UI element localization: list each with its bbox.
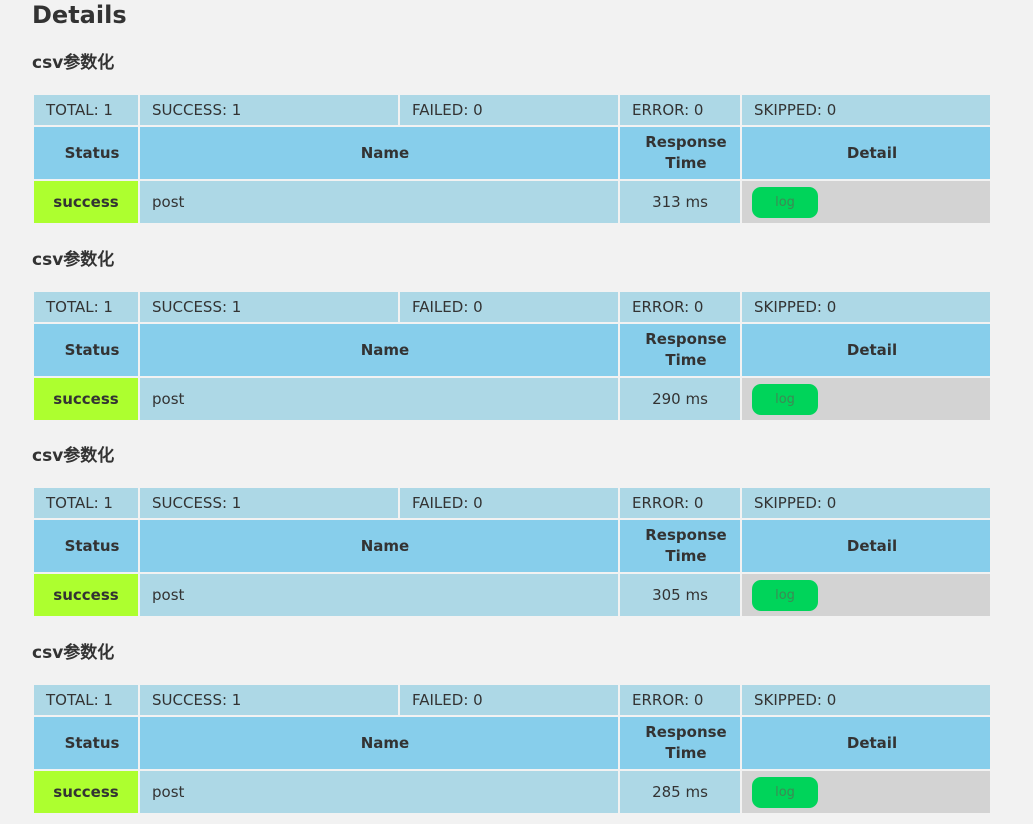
results-table: TOTAL: 1 SUCCESS: 1 FAILED: 0 ERROR: 0 S… bbox=[32, 93, 992, 225]
log-button[interactable]: log bbox=[752, 776, 818, 808]
detail-header: Detail bbox=[742, 520, 990, 572]
summary-row: TOTAL: 1 SUCCESS: 1 FAILED: 0 ERROR: 0 S… bbox=[34, 685, 990, 715]
status-badge: success bbox=[34, 378, 138, 420]
name-header: Name bbox=[140, 324, 618, 376]
test-name: post bbox=[140, 574, 618, 616]
test-section: csv参数化 TOTAL: 1 SUCCESS: 1 FAILED: 0 ERR… bbox=[0, 590, 1033, 813]
test-section: csv参数化 TOTAL: 1 SUCCESS: 1 FAILED: 0 ERR… bbox=[0, 0, 1033, 223]
failed-count: FAILED: 0 bbox=[400, 95, 618, 125]
detail-header: Detail bbox=[742, 127, 990, 179]
summary-row: TOTAL: 1 SUCCESS: 1 FAILED: 0 ERROR: 0 S… bbox=[34, 488, 990, 518]
status-header: Status bbox=[34, 520, 138, 572]
status-badge: success bbox=[34, 574, 138, 616]
test-name: post bbox=[140, 181, 618, 223]
test-name: post bbox=[140, 771, 618, 813]
name-header: Name bbox=[140, 127, 618, 179]
log-button[interactable]: log bbox=[752, 579, 818, 611]
summary-row: TOTAL: 1 SUCCESS: 1 FAILED: 0 ERROR: 0 S… bbox=[34, 292, 990, 322]
header-row: Status Name Response Time Detail bbox=[34, 127, 990, 179]
response-time-header: Response Time bbox=[620, 717, 740, 769]
test-name: post bbox=[140, 378, 618, 420]
detail-cell: log bbox=[742, 771, 990, 813]
response-time-header: Response Time bbox=[620, 127, 740, 179]
response-time: 313 ms bbox=[620, 181, 740, 223]
log-button[interactable]: log bbox=[752, 186, 818, 218]
status-header: Status bbox=[34, 717, 138, 769]
skipped-count: SKIPPED: 0 bbox=[742, 685, 990, 715]
success-count: SUCCESS: 1 bbox=[140, 292, 398, 322]
error-count: ERROR: 0 bbox=[620, 488, 740, 518]
log-button[interactable]: log bbox=[752, 383, 818, 415]
total-count: TOTAL: 1 bbox=[34, 685, 138, 715]
table-row: success post 305 ms log bbox=[34, 574, 990, 616]
header-row: Status Name Response Time Detail bbox=[34, 717, 990, 769]
total-count: TOTAL: 1 bbox=[34, 292, 138, 322]
section-title: csv参数化 bbox=[32, 53, 115, 73]
detail-cell: log bbox=[742, 574, 990, 616]
response-time-header: Response Time bbox=[620, 324, 740, 376]
section-title: csv参数化 bbox=[32, 446, 115, 466]
status-header: Status bbox=[34, 127, 138, 179]
response-time: 285 ms bbox=[620, 771, 740, 813]
error-count: ERROR: 0 bbox=[620, 292, 740, 322]
success-count: SUCCESS: 1 bbox=[140, 685, 398, 715]
error-count: ERROR: 0 bbox=[620, 95, 740, 125]
status-badge: success bbox=[34, 181, 138, 223]
failed-count: FAILED: 0 bbox=[400, 292, 618, 322]
success-count: SUCCESS: 1 bbox=[140, 95, 398, 125]
page-title: Details bbox=[32, 1, 127, 29]
name-header: Name bbox=[140, 717, 618, 769]
error-count: ERROR: 0 bbox=[620, 685, 740, 715]
detail-cell: log bbox=[742, 181, 990, 223]
total-count: TOTAL: 1 bbox=[34, 488, 138, 518]
test-section: csv参数化 TOTAL: 1 SUCCESS: 1 FAILED: 0 ERR… bbox=[0, 197, 1033, 420]
status-badge: success bbox=[34, 771, 138, 813]
table-row: success post 313 ms log bbox=[34, 181, 990, 223]
skipped-count: SKIPPED: 0 bbox=[742, 292, 990, 322]
total-count: TOTAL: 1 bbox=[34, 95, 138, 125]
results-table: TOTAL: 1 SUCCESS: 1 FAILED: 0 ERROR: 0 S… bbox=[32, 290, 992, 422]
detail-header: Detail bbox=[742, 324, 990, 376]
summary-row: TOTAL: 1 SUCCESS: 1 FAILED: 0 ERROR: 0 S… bbox=[34, 95, 990, 125]
detail-header: Detail bbox=[742, 717, 990, 769]
success-count: SUCCESS: 1 bbox=[140, 488, 398, 518]
section-title: csv参数化 bbox=[32, 643, 115, 663]
response-time: 305 ms bbox=[620, 574, 740, 616]
results-table: TOTAL: 1 SUCCESS: 1 FAILED: 0 ERROR: 0 S… bbox=[32, 683, 992, 815]
failed-count: FAILED: 0 bbox=[400, 488, 618, 518]
status-header: Status bbox=[34, 324, 138, 376]
response-time-header: Response Time bbox=[620, 520, 740, 572]
skipped-count: SKIPPED: 0 bbox=[742, 95, 990, 125]
section-title: csv参数化 bbox=[32, 250, 115, 270]
detail-cell: log bbox=[742, 378, 990, 420]
header-row: Status Name Response Time Detail bbox=[34, 520, 990, 572]
name-header: Name bbox=[140, 520, 618, 572]
table-row: success post 290 ms log bbox=[34, 378, 990, 420]
test-section: csv参数化 TOTAL: 1 SUCCESS: 1 FAILED: 0 ERR… bbox=[0, 393, 1033, 616]
failed-count: FAILED: 0 bbox=[400, 685, 618, 715]
results-table: TOTAL: 1 SUCCESS: 1 FAILED: 0 ERROR: 0 S… bbox=[32, 486, 992, 618]
response-time: 290 ms bbox=[620, 378, 740, 420]
skipped-count: SKIPPED: 0 bbox=[742, 488, 990, 518]
header-row: Status Name Response Time Detail bbox=[34, 324, 990, 376]
table-row: success post 285 ms log bbox=[34, 771, 990, 813]
